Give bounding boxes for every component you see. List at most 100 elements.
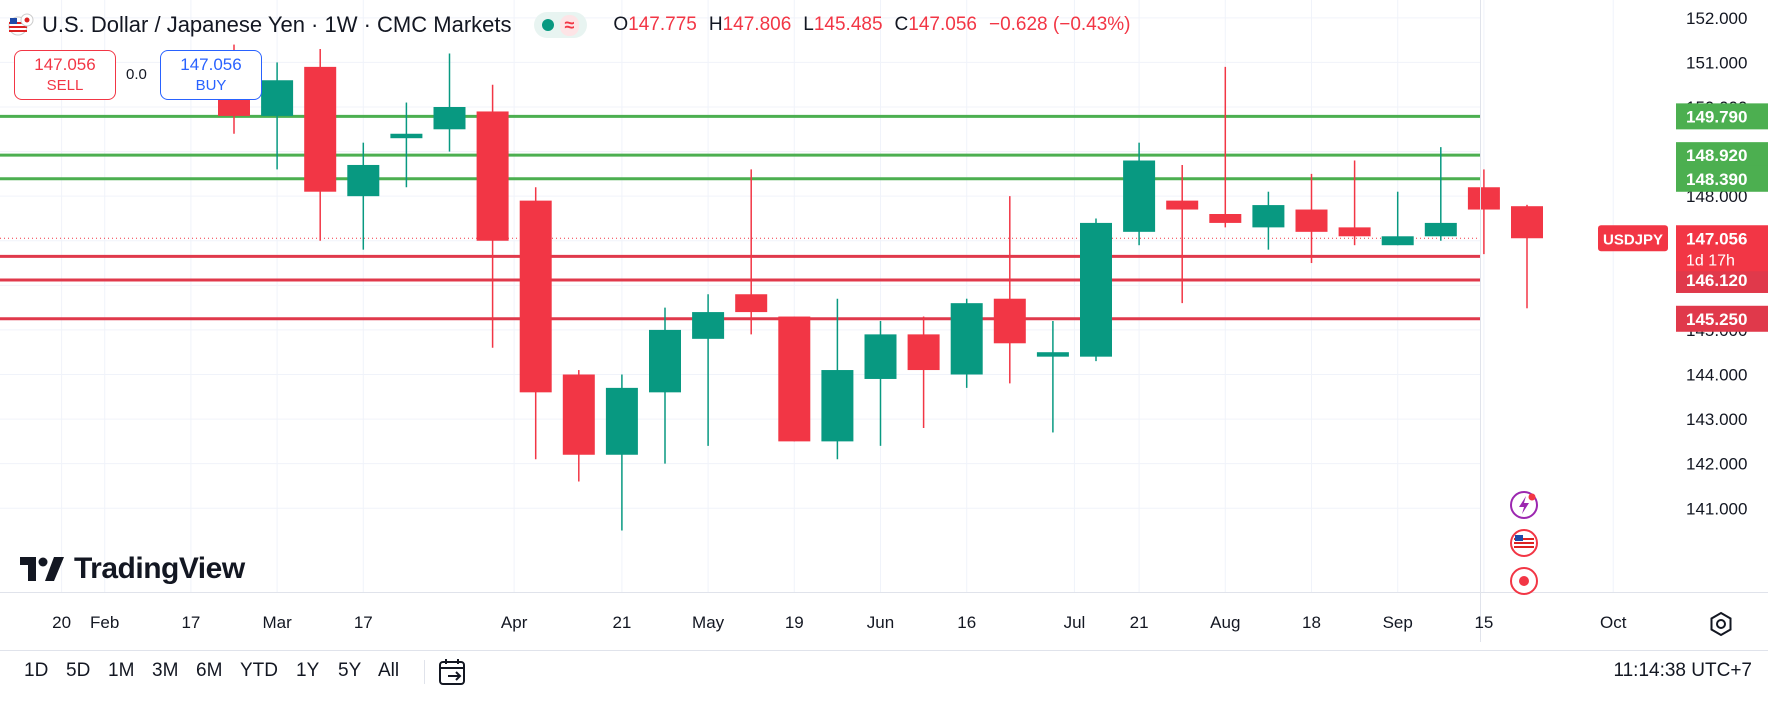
date-range-icon[interactable] [438,658,468,686]
level-tag-bg [1676,142,1768,169]
buy-label: BUY [195,77,227,94]
timeframe-all[interactable]: All [378,660,400,681]
candle [821,298,854,460]
level-tag-label: 146.120 [1686,271,1747,290]
candle [1424,147,1457,241]
level-tag-bg [1676,266,1768,293]
us-jp-flag-icon [8,13,34,36]
open-value: 147.775 [628,14,697,35]
candle [1295,173,1328,264]
candle [1123,142,1156,246]
candle [649,307,681,464]
candle-body [864,334,897,379]
candle-body [778,316,811,442]
close-label: C [894,14,909,35]
x-tick-label: Feb [90,613,119,632]
candle [562,370,595,482]
market-status-icon[interactable]: ≈ [533,12,588,38]
candle-body [347,164,380,197]
y-tick-label: 152.000 [1686,9,1747,28]
symbol-title[interactable]: U.S. Dollar / Japanese Yen · 1W · CMC Ma… [42,12,512,37]
candle [1338,160,1371,246]
candle [390,102,423,188]
timeframe-1d[interactable]: 1D [24,660,49,681]
level-tag-label: 148.920 [1686,146,1747,165]
x-tick-label: Oct [1600,613,1627,632]
x-tick-label: 17 [354,613,373,632]
timeframe-1y[interactable]: 1Y [296,660,320,681]
level-tag-bg [1676,103,1768,130]
candle-body [735,294,768,313]
timeframe-5y[interactable]: 5Y [338,660,362,681]
tradingview-logo[interactable]: TradingView [20,552,245,586]
buy-button[interactable]: 147.056 BUY [160,50,262,100]
x-tick-label: 20 [52,613,71,632]
y-tick-label: 144.000 [1686,366,1747,385]
market-open-dot [541,19,554,31]
x-tick-label: Apr [501,613,528,632]
candle [864,321,897,446]
x-tick-label: 17 [181,613,200,632]
timeframe-ytd[interactable]: YTD [240,660,278,681]
clock[interactable]: 11:14:38 UTC+7 [1613,660,1752,681]
gear-icon[interactable] [1708,611,1734,637]
tradingview-logo-icon [20,557,64,581]
candle-body [821,370,854,442]
timeframe-3m[interactable]: 3M [152,660,179,681]
symbol-header: U.S. Dollar / Japanese Yen · 1W · CMC Ma… [8,10,1131,40]
candle [692,294,725,446]
candle-body [433,107,466,130]
lightning-icon[interactable] [1508,489,1540,521]
last-price-tag-label: 147.056 [1686,229,1747,248]
candle-body [1123,160,1156,232]
x-tick-label: 16 [957,613,976,632]
x-tick-label: Aug [1210,613,1240,632]
y-tick-label: 151.000 [1686,53,1747,72]
candle [519,187,552,460]
candle [1252,191,1285,250]
candle-body [519,200,552,393]
candle-body [1080,222,1112,357]
candle [433,53,466,152]
candle [347,142,380,250]
candle-body [261,80,294,116]
timeframe-6m[interactable]: 6M [196,660,223,681]
y-tick-label: 143.000 [1686,410,1747,429]
x-tick-label: Sep [1383,613,1413,632]
candle-body [950,303,983,375]
symbol-badge-label: USDJPY [1603,231,1663,248]
change-value: −0.628 (−0.43%) [988,14,1131,35]
candle-body [476,111,509,241]
high-label: H [708,14,723,35]
candle-body [1467,187,1500,210]
x-tick-label: 18 [1302,613,1321,632]
buy-price: 147.056 [180,55,242,74]
low-label: L [803,14,814,35]
candle [1080,218,1112,362]
x-tick-label: 21 [612,613,631,632]
candle [304,49,337,241]
time-axis[interactable]: 20 Feb 17 Mar 17 Apr 21 May 19 Jun 16 Jul 21 Aug 18 Sep… [0,592,1768,633]
logo-text: TradingView [74,552,245,585]
timeframe-1m[interactable]: 1M [108,660,135,681]
record-icon[interactable] [1508,565,1540,597]
level-tag-bg [1676,305,1768,332]
candle [993,196,1026,384]
x-tick-label: Mar [262,613,292,632]
candle-body [1511,206,1543,239]
symbol-badge-bg [1598,225,1668,252]
sell-label: SELL [46,77,84,94]
bottom-toolbar [0,650,1768,684]
y-tick-label: 148.000 [1686,187,1747,206]
ohlc-values: O 147.775 H 147.806 L 145.485 C 147.056 … [613,14,1130,36]
x-tick-label: Jul [1064,613,1086,632]
us-flag-icon[interactable] [1508,527,1540,559]
sell-button[interactable]: 147.056 SELL [14,50,116,100]
candle [1381,191,1414,246]
candle [1209,66,1242,228]
level-lines [0,114,1480,321]
timeframe-5d[interactable]: 5D [66,660,91,681]
candle [950,298,983,388]
